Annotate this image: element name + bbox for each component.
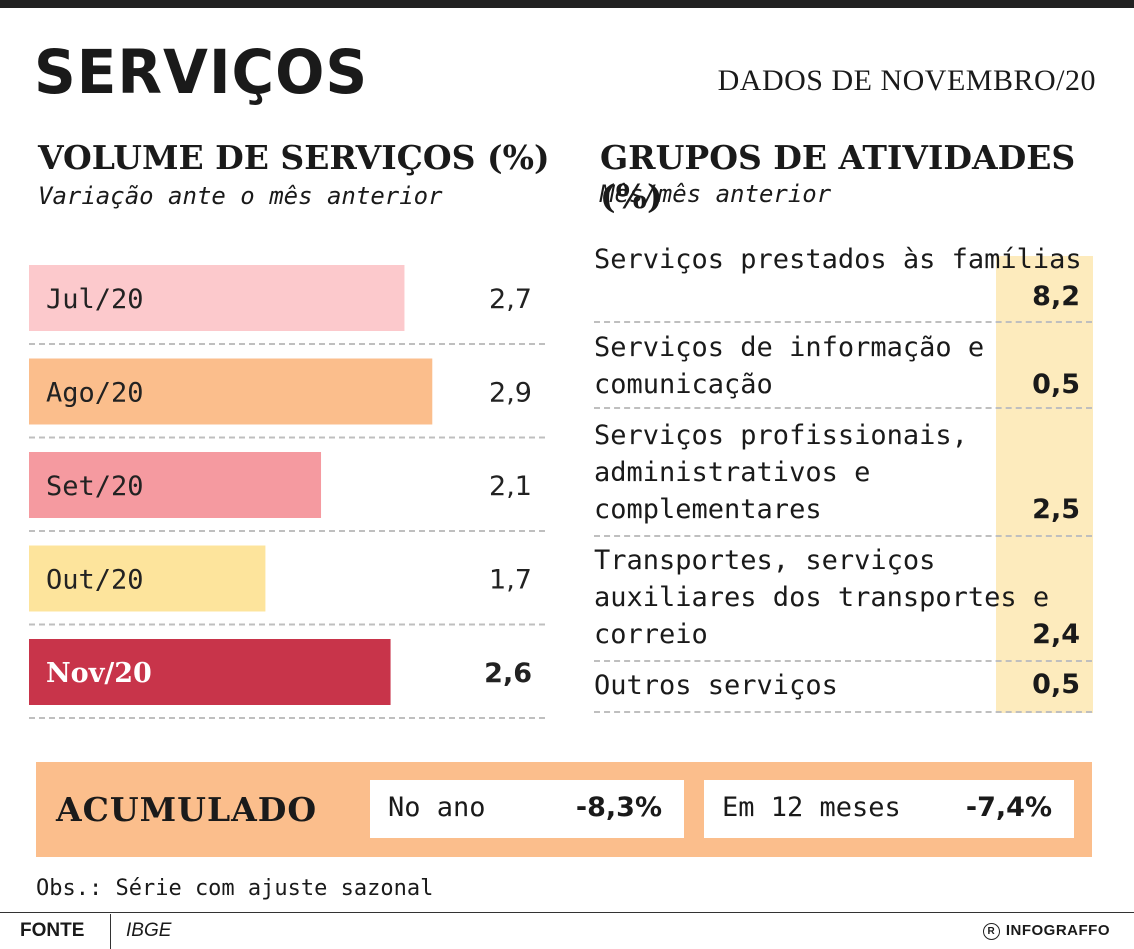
bar-ago-20 xyxy=(29,358,433,425)
right-section-title: GRUPOS DE ATIVIDADES (%) xyxy=(600,138,1076,216)
left-section-subtitle: Variação ante o mês anterior xyxy=(38,182,443,210)
credit: R INFOGRAFFO xyxy=(982,922,1110,940)
group-value: 2,5 xyxy=(1032,494,1080,525)
page-title: SERVIÇOS xyxy=(34,36,369,108)
category-label: Ago/20 xyxy=(46,378,144,409)
value-label: 2,1 xyxy=(489,471,532,502)
row-divider xyxy=(594,321,1092,323)
row-divider xyxy=(594,660,1092,662)
top-rule xyxy=(0,0,1134,8)
group-value: 8,2 xyxy=(1032,281,1080,312)
row-divider xyxy=(594,407,1092,409)
accumulated-12m-label: Em 12 meses xyxy=(722,792,901,823)
registered-icon: R xyxy=(982,922,1000,940)
group-label: Serviços prestados às famílias xyxy=(594,244,1082,275)
group-label: Serviços profissionais, administrativos … xyxy=(594,420,968,525)
group-label: Outros serviços xyxy=(594,670,838,701)
bar-nov-20 xyxy=(29,639,391,705)
footer-divider xyxy=(110,914,111,949)
values-highlight-band xyxy=(996,256,1093,713)
group-label: Serviços de informação e comunicação xyxy=(594,332,985,400)
value-label: 2,9 xyxy=(489,378,532,409)
row-divider xyxy=(594,711,1092,713)
value-label: 2,6 xyxy=(484,658,532,689)
bar-jul-20 xyxy=(29,265,405,331)
accumulated-label: ACUMULADO xyxy=(56,790,318,829)
category-label: Set/20 xyxy=(46,471,144,502)
group-value: 0,5 xyxy=(1032,369,1080,400)
group-value: 2,4 xyxy=(1032,619,1080,650)
category-label: Out/20 xyxy=(46,565,144,596)
credit-text: INFOGRAFFO xyxy=(1005,922,1110,939)
category-label: Nov/20 xyxy=(46,658,152,689)
accumulated-year-value: -8,3% xyxy=(575,792,662,823)
value-label: 2,7 xyxy=(489,284,532,315)
accumulated-box: ACUMULADO No ano -8,3% Em 12 meses -7,4% xyxy=(36,762,1092,857)
row-divider xyxy=(594,535,1092,537)
source-label: FONTE xyxy=(20,920,85,941)
volume-bar-chart: Jul/20 2,7 Ago/20 2,9 Set/20 2,1 Out/20 1,7 Nov/… xyxy=(29,265,546,719)
group-label: Transportes, serviços auxiliares dos tra… xyxy=(594,545,1050,650)
category-label: Jul/20 xyxy=(46,284,144,315)
footer-rule xyxy=(0,912,1134,913)
dateline: DADOS DE NOVEMBRO/20 xyxy=(717,64,1096,97)
value-label: 1,7 xyxy=(489,565,532,596)
right-section-subtitle: Mês/mês anterior xyxy=(600,180,832,208)
source-name: IBGE xyxy=(126,920,172,941)
accumulated-12m-value: -7,4% xyxy=(965,792,1052,823)
accumulated-year-card: No ano -8,3% xyxy=(370,780,684,838)
accumulated-year-label: No ano xyxy=(388,792,486,823)
note: Obs.: Série com ajuste sazonal xyxy=(36,876,434,901)
left-section-title: VOLUME DE SERVIÇOS (%) xyxy=(38,138,550,177)
bar-out-20 xyxy=(29,545,266,612)
group-value: 0,5 xyxy=(1032,669,1080,700)
bar-set-20 xyxy=(29,452,322,518)
accumulated-12m-card: Em 12 meses -7,4% xyxy=(704,780,1074,838)
